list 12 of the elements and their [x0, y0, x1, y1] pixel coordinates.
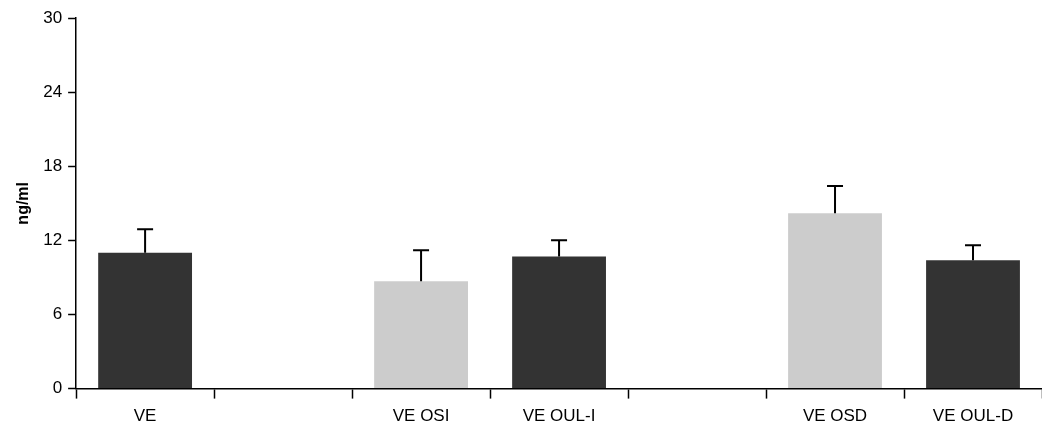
y-tick-label: 18: [43, 155, 63, 175]
x-tick-label: VE OUL-I: [522, 406, 596, 426]
x-tick-label: VE OSI: [392, 406, 450, 426]
y-tick-label: 24: [43, 81, 63, 101]
y-tick-label: 6: [52, 304, 63, 324]
x-tick-label: VE OSD: [802, 406, 868, 426]
y-axis-title: ng/ml: [14, 181, 32, 225]
y-tick-label: 12: [43, 230, 63, 250]
y-tick-label: 0: [52, 378, 63, 398]
x-tick-label: VE: [133, 406, 157, 426]
y-tick-label: 30: [43, 7, 63, 27]
x-tick-label: VE OUL-D: [932, 406, 1014, 426]
